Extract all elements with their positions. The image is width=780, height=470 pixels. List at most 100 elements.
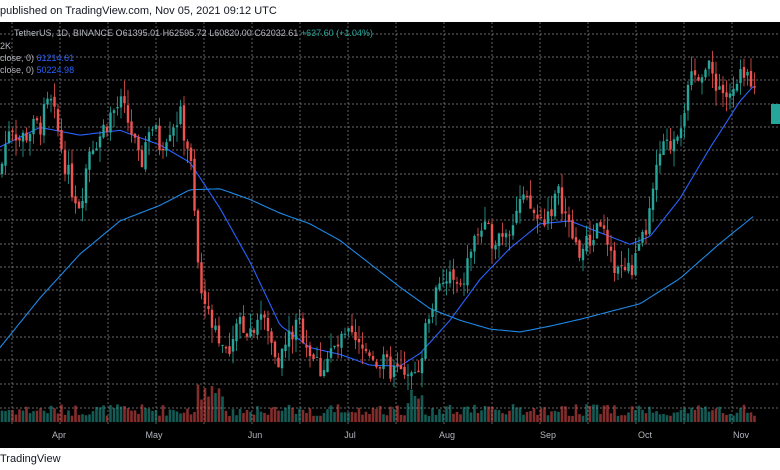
candle-body [266, 317, 270, 332]
candle-body [679, 128, 683, 139]
publish-info: published on TradingView.com, Nov 05, 20… [0, 5, 277, 17]
volume-bar [651, 412, 655, 422]
candle-body [396, 363, 399, 367]
volume-bar [641, 409, 644, 422]
candle-body [368, 352, 371, 356]
volume-bar [679, 409, 683, 422]
candle-body [455, 282, 459, 284]
candle-body [109, 112, 112, 133]
volume-bar [676, 412, 679, 422]
volume-bar [151, 410, 154, 422]
candle-body [361, 344, 364, 349]
last-price-marker [771, 104, 780, 124]
x-axis-labels: Apr May Jun Jul Aug Sep Oct Nov [52, 430, 750, 440]
volume-bar [539, 408, 543, 422]
candle-body [574, 237, 578, 243]
volume-bar [403, 415, 406, 422]
candle-body [371, 356, 375, 360]
candle-body [410, 372, 413, 377]
candle-body [56, 109, 60, 131]
legend-ma-fast: close, 0) 61214.61 [0, 53, 74, 63]
volume-bar [522, 414, 525, 422]
candle-body [564, 211, 567, 214]
candle-body [560, 187, 564, 214]
candle-body [732, 88, 735, 96]
candle-body [60, 129, 63, 150]
candle-body [718, 86, 721, 90]
volume-bar [616, 415, 620, 422]
candle-body [742, 66, 746, 78]
candle-body [280, 348, 284, 369]
volume-bar [238, 408, 242, 422]
candle-body [403, 366, 406, 375]
volume-bar [406, 403, 410, 422]
candle-body [452, 269, 455, 280]
candle-body [511, 225, 515, 236]
legend-ma-fast-value: 61214.61 [36, 53, 75, 63]
volume-bar [161, 405, 165, 422]
candle-body [448, 271, 452, 284]
candle-body [420, 358, 424, 374]
volume-bar [595, 404, 599, 422]
candle-body [662, 141, 665, 155]
candle-body [581, 248, 585, 261]
candle-body [77, 201, 81, 209]
volume-bar [634, 410, 637, 422]
volume-bar [280, 410, 284, 422]
volume-bar [746, 412, 749, 422]
candle-body [315, 356, 319, 358]
candle-body [613, 250, 616, 273]
candle-body [217, 325, 221, 344]
volume-bar [242, 413, 245, 422]
volume-bar [592, 404, 595, 422]
candle-body [95, 148, 98, 151]
candle-body [704, 69, 707, 78]
volume-bar [396, 405, 399, 422]
volume-bar [357, 407, 361, 422]
volume-bar [662, 413, 665, 422]
volume-bar [70, 415, 74, 422]
volume-bar [18, 409, 21, 422]
candle-body [158, 125, 161, 151]
volume-bar [490, 406, 494, 422]
candle-body [200, 262, 203, 294]
volume-bar [742, 404, 746, 422]
volume-bar [700, 408, 704, 422]
volume-bar [672, 412, 676, 422]
legend-volume-value: 2K [0, 41, 12, 51]
volume-bar [515, 407, 518, 422]
candle-body [644, 230, 648, 235]
volume-bar [291, 407, 294, 422]
candle-body [333, 345, 336, 348]
candle-body [343, 333, 347, 335]
candle-body [291, 331, 294, 340]
volume-bar [725, 414, 728, 422]
candle-body [595, 223, 599, 239]
candle-body [7, 131, 11, 144]
candle-body [336, 344, 340, 347]
candle-body [364, 348, 368, 352]
volume-bar [571, 415, 574, 422]
volume-bar [382, 414, 385, 422]
chart-area[interactable]: Apr May Jun Jul Aug Sep Oct Nov TetherUS, 1D, B… [0, 22, 780, 448]
volume-bar [284, 407, 287, 422]
candle-body [81, 200, 84, 209]
volume-bar [413, 395, 417, 422]
candle-body [91, 150, 95, 154]
volume-bar [399, 414, 403, 422]
volume-bar [620, 415, 623, 422]
price-chart[interactable]: Apr May Jun Jul Aug Sep Oct Nov [0, 22, 780, 448]
volume-bar [364, 411, 368, 422]
candle-body [67, 164, 70, 175]
candle-body [623, 267, 627, 271]
candle-body [347, 328, 350, 332]
volume-bar [133, 410, 137, 422]
volume-bar [508, 410, 511, 422]
volume-bar [431, 408, 434, 422]
candle-body [126, 105, 130, 123]
volume-bar [735, 412, 739, 422]
candle-body [182, 105, 186, 141]
candle-body [735, 83, 739, 91]
volume-bar [144, 408, 147, 422]
candle-body [746, 71, 749, 76]
